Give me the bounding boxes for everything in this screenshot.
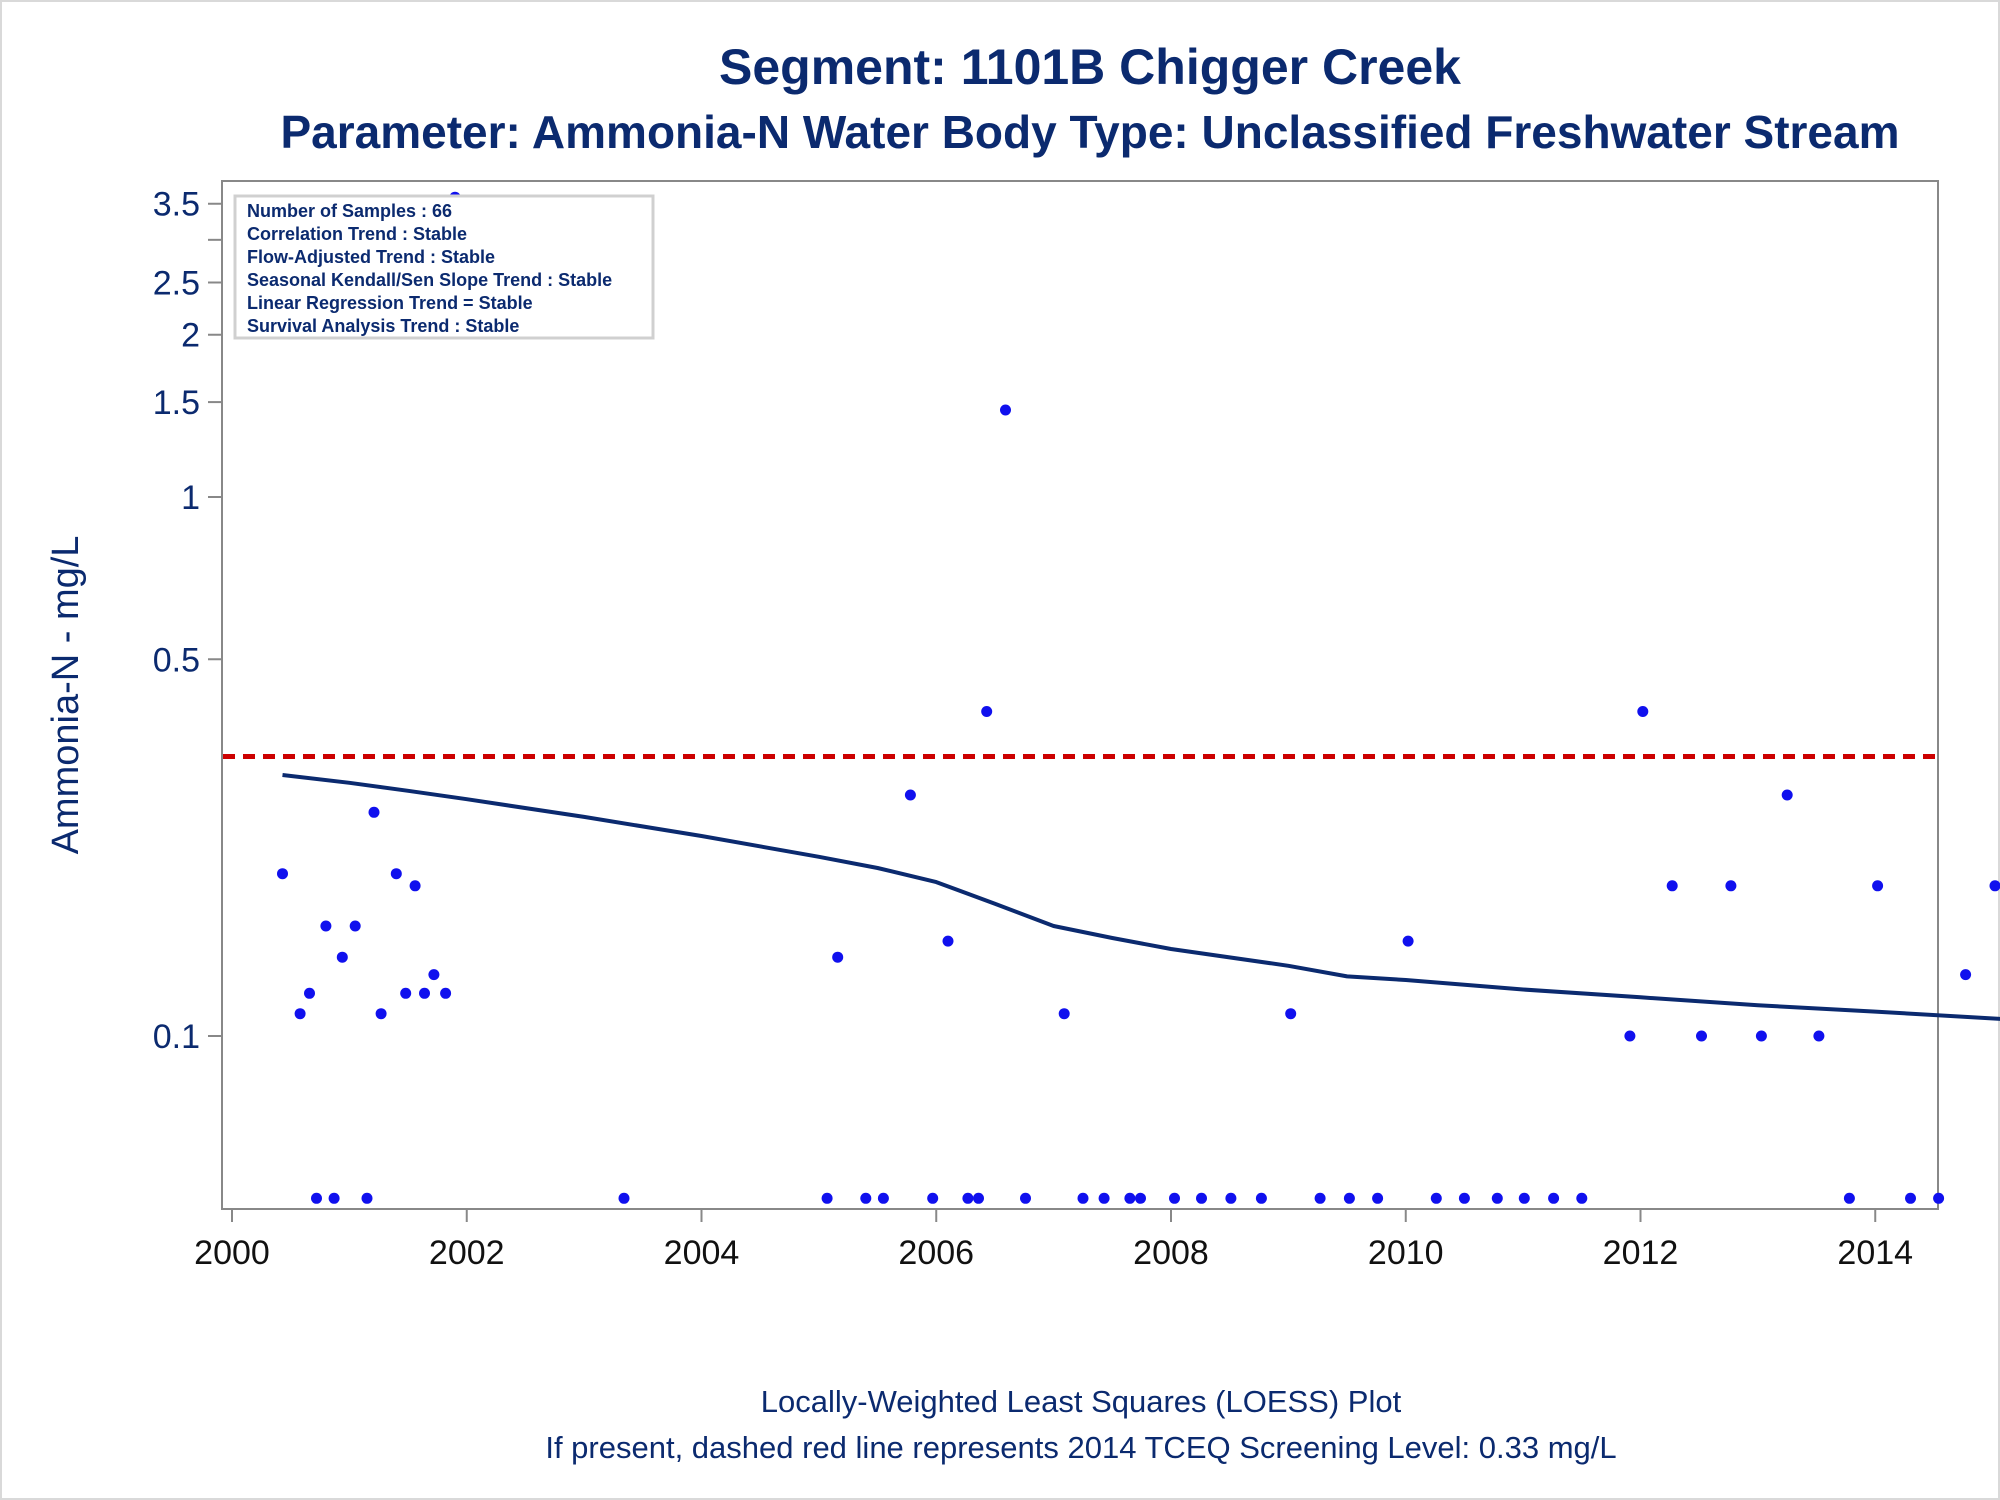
sample-point	[1666, 880, 1678, 892]
x-tick-label: 2006	[898, 1234, 974, 1272]
sample-point	[1458, 1192, 1470, 1204]
sample-point	[1872, 880, 1884, 892]
sample-point	[1755, 1030, 1767, 1042]
sample-point	[927, 1192, 939, 1204]
sample-point	[1135, 1192, 1146, 1204]
inset-line: Seasonal Kendall/Sen Slope Trend : Stabl…	[247, 270, 612, 290]
y-tick-label: 1.5	[153, 384, 200, 422]
sample-point	[390, 868, 402, 880]
inset-line: Number of Samples : 66	[247, 201, 452, 221]
sample-point	[1430, 1192, 1442, 1204]
plot-area	[221, 180, 1939, 1210]
sample-point	[821, 1192, 833, 1204]
sample-point	[1843, 1192, 1855, 1204]
sample-point	[294, 1008, 306, 1020]
sample-point	[904, 789, 916, 801]
loess-curve	[282, 773, 2000, 1021]
sample-point	[832, 951, 844, 963]
sample-point	[1905, 1192, 1916, 1204]
sample-point	[1314, 1192, 1326, 1204]
sample-points	[277, 191, 2000, 1204]
inset-line: Linear Regression Trend = Stable	[247, 293, 533, 313]
sample-point	[1058, 1008, 1070, 1020]
inset-line: Flow-Adjusted Trend : Stable	[247, 247, 495, 267]
y-tick-label: 3.5	[153, 186, 200, 224]
sample-point	[1933, 1192, 1945, 1204]
y-axis-label: Ammonia-N - mg/L	[45, 536, 87, 855]
inset-line: Correlation Trend : Stable	[247, 224, 467, 244]
x-tick-label: 2010	[1368, 1234, 1444, 1272]
x-axis: 200020022004200620082010201220142016	[194, 1209, 1913, 1272]
sample-point	[1000, 404, 1011, 416]
x-tick-label: 2014	[1837, 1234, 1913, 1272]
sample-point	[1781, 789, 1793, 801]
x-tick-label: 2008	[1133, 1234, 1209, 1272]
sample-point	[320, 920, 332, 932]
sample-point	[409, 880, 421, 892]
sample-point	[440, 987, 452, 999]
trend-summary-box: Number of Samples : 66 Correlation Trend…	[233, 194, 655, 340]
sample-point	[1169, 1192, 1180, 1204]
sample-point	[981, 706, 993, 717]
sample-point	[1020, 1192, 1031, 1204]
sample-point	[1518, 1192, 1530, 1204]
sample-point	[1491, 1192, 1503, 1204]
sample-point	[311, 1192, 322, 1204]
sample-point	[304, 987, 315, 999]
sample-point	[400, 987, 412, 999]
sample-point	[1124, 1192, 1136, 1204]
sample-point	[618, 1192, 630, 1204]
sample-point	[1077, 1192, 1089, 1204]
sample-point	[1196, 1192, 1207, 1204]
y-tick-label: 2.5	[153, 265, 200, 303]
sample-point	[277, 868, 288, 880]
sample-point	[428, 969, 440, 981]
sample-point	[361, 1192, 373, 1204]
sample-point	[368, 806, 380, 818]
x-tick-label: 2002	[429, 1234, 505, 1272]
y-axis: 0.1 0.5 1 1.5 2 2.5 3.5	[153, 186, 222, 1056]
inset-line: Survival Analysis Trend : Stable	[247, 316, 519, 336]
loess-line	[282, 773, 2000, 1021]
x-tick-label: 2004	[664, 1234, 740, 1272]
sample-point	[1725, 880, 1737, 892]
sample-point	[375, 1008, 387, 1020]
footnote-loess: Locally-Weighted Least Squares (LOESS) P…	[761, 1384, 1402, 1419]
sample-point	[1624, 1030, 1636, 1042]
chart-subtitle: Parameter: Ammonia-N Water Body Type: Un…	[281, 106, 1900, 158]
sample-point	[1343, 1192, 1355, 1204]
sample-point	[1813, 1030, 1825, 1042]
sample-point	[1696, 1030, 1707, 1042]
sample-point	[1372, 1192, 1384, 1204]
sample-point	[328, 1192, 340, 1204]
footnote-screening: If present, dashed red line represents 2…	[545, 1430, 1616, 1465]
sample-point	[1225, 1192, 1237, 1204]
sample-point	[419, 987, 430, 999]
sample-point	[1576, 1192, 1588, 1204]
sample-point	[336, 951, 348, 963]
sample-point	[1960, 969, 1972, 981]
sample-point	[860, 1192, 872, 1204]
sample-point	[1255, 1192, 1267, 1204]
sample-point	[962, 1192, 974, 1204]
sample-point	[942, 935, 954, 947]
y-tick-label: 2	[181, 317, 200, 355]
y-tick-label: 0.5	[153, 641, 200, 679]
x-tick-label: 2012	[1603, 1234, 1679, 1272]
sample-point	[973, 1192, 984, 1204]
sample-point	[1637, 706, 1649, 717]
sample-point	[1548, 1192, 1560, 1204]
y-tick-label: 1	[181, 479, 200, 517]
sample-point	[1402, 935, 1414, 947]
x-tick-label: 2000	[194, 1234, 270, 1272]
sample-point	[877, 1192, 889, 1204]
y-tick-label: 0.1	[153, 1018, 200, 1056]
sample-point	[349, 920, 361, 932]
sample-point	[1285, 1008, 1297, 1020]
sample-point	[1098, 1192, 1110, 1204]
sample-point	[1989, 880, 2000, 892]
chart-title: Segment: 1101B Chigger Creek	[719, 39, 1461, 95]
